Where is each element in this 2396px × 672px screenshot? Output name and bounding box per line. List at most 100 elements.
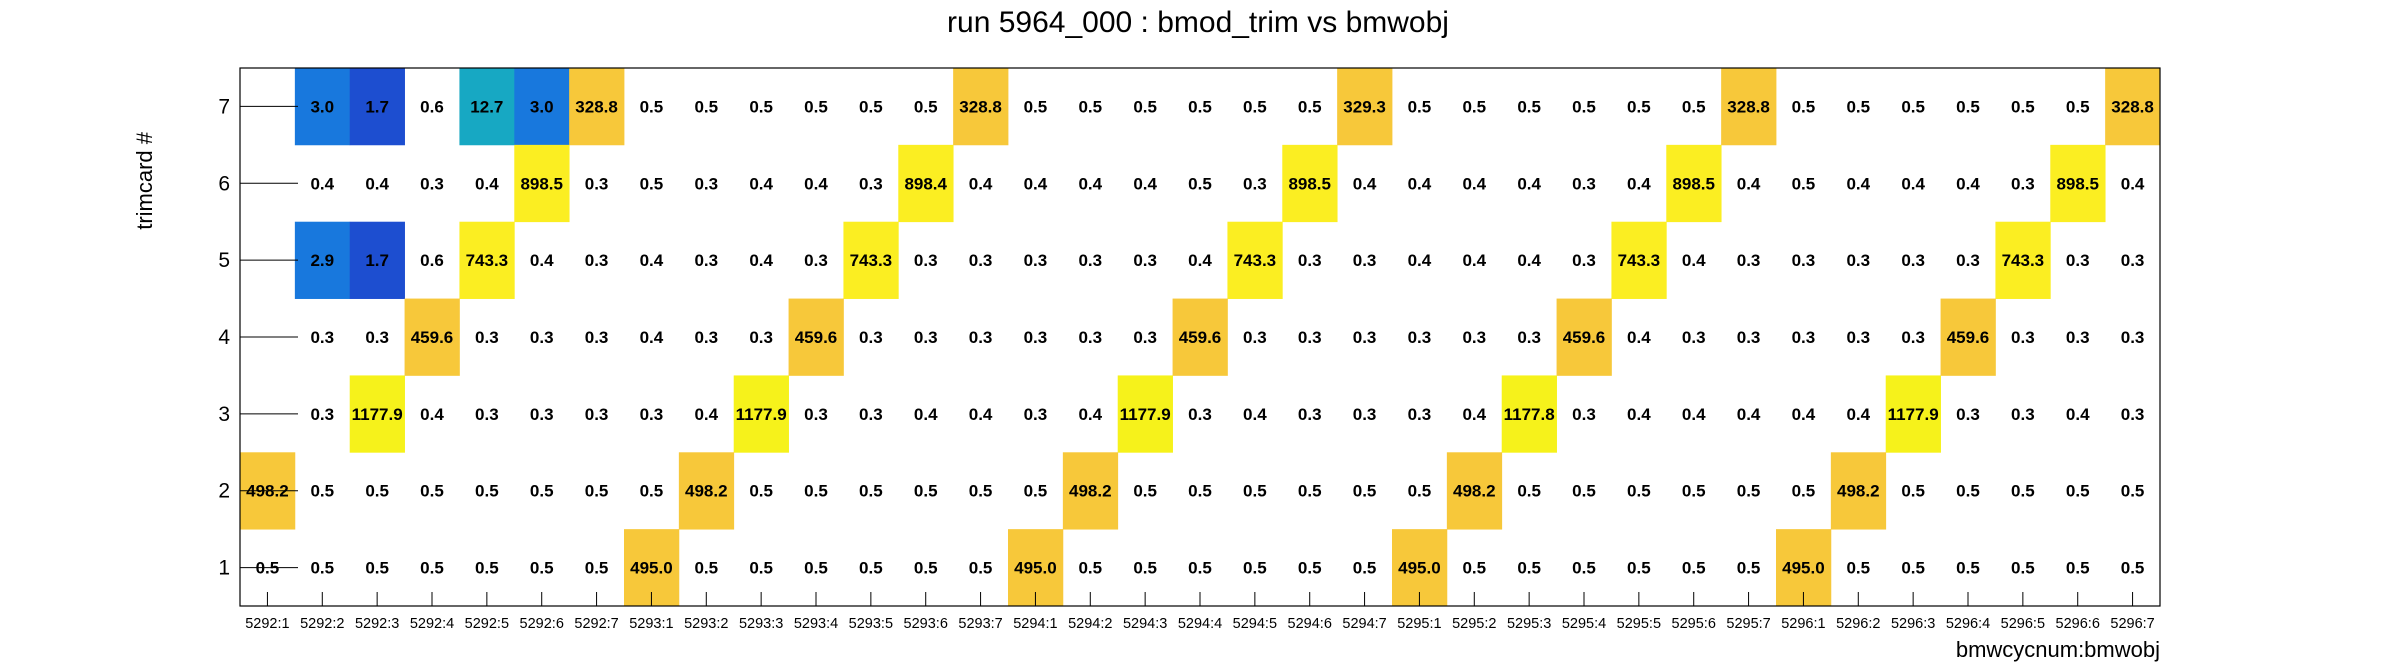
cell-value-label: 0.5: [365, 482, 389, 501]
cell-value-label: 328.8: [1727, 97, 1770, 116]
cell-value-label: 0.6: [420, 251, 444, 270]
cell-value-label: 898.5: [2056, 174, 2099, 193]
cell-value-label: 498.2: [685, 482, 728, 501]
cell-value-label: 1.7: [365, 251, 389, 270]
cell-value-label: 459.6: [411, 328, 454, 347]
cell-value-label: 495.0: [630, 559, 673, 578]
cell-value-label: 0.3: [1078, 328, 1102, 347]
x-tick-label: 5293:4: [794, 616, 838, 632]
cell-value-label: 0.5: [1682, 482, 1706, 501]
cell-value-label: 495.0: [1782, 559, 1825, 578]
y-tick-label: 3: [218, 403, 230, 426]
cell-value-label: 0.3: [749, 328, 773, 347]
cell-value-label: 0.3: [1517, 328, 1541, 347]
cell-value-label: 1177.8: [1504, 405, 1555, 424]
heatmap-cell: [1172, 298, 1228, 376]
cell-value-label: 0.4: [1133, 174, 1157, 193]
cell-value-label: 0.5: [530, 482, 554, 501]
cell-value-label: 0.3: [475, 328, 499, 347]
y-axis-title: trimcard #: [132, 131, 157, 230]
x-tick-label: 5294:1: [1013, 616, 1057, 632]
cell-value-label: 0.3: [804, 405, 828, 424]
cell-value-label: 743.3: [850, 251, 893, 270]
cell-value-label: 0.5: [1792, 482, 1816, 501]
cell-value-label: 0.5: [694, 97, 718, 116]
cell-value-label: 0.5: [1737, 559, 1761, 578]
y-tick-label: 1: [218, 557, 230, 580]
cell-value-label: 0.5: [1846, 559, 1870, 578]
cell-value-label: 0.3: [585, 174, 609, 193]
cell-value-label: 0.3: [420, 174, 444, 193]
cell-value-label: 0.3: [1792, 328, 1816, 347]
cell-value-label: 0.5: [1462, 97, 1486, 116]
cell-value-label: 0.3: [365, 328, 389, 347]
cell-value-label: 0.4: [1627, 174, 1651, 193]
x-tick-label: 5296:3: [1891, 616, 1935, 632]
cell-value-label: 1177.9: [1888, 405, 1939, 424]
cell-value-label: 0.3: [1353, 328, 1377, 347]
cell-value-label: 743.3: [1234, 251, 1277, 270]
cell-value-label: 328.8: [2111, 97, 2154, 116]
cell-value-label: 0.4: [2121, 174, 2145, 193]
heatmap-cell: [1666, 144, 1722, 223]
cell-value-label: 0.3: [1024, 251, 1048, 270]
cell-value-label: 0.5: [1956, 97, 1980, 116]
cell-value-label: 1177.9: [736, 405, 787, 424]
x-tick-label: 5296:1: [1781, 616, 1825, 632]
x-tick-label: 5292:4: [410, 616, 454, 632]
cell-value-label: 1177.9: [352, 405, 403, 424]
cell-value-label: 0.4: [530, 251, 554, 270]
heatmap-cell: [294, 221, 351, 299]
x-tick-label: 5293:2: [684, 616, 728, 632]
cell-value-label: 0.4: [1462, 174, 1486, 193]
cell-value-label: 0.3: [1298, 405, 1322, 424]
cell-value-label: 0.5: [1682, 559, 1706, 578]
cell-value-label: 0.4: [1682, 405, 1706, 424]
cell-value-label: 0.3: [1353, 405, 1377, 424]
cell-value-label: 743.3: [466, 251, 509, 270]
cell-value-label: 0.3: [585, 328, 609, 347]
heatmap-cell: [569, 68, 625, 146]
x-tick-label: 5294:6: [1288, 616, 1332, 632]
cell-value-label: 0.4: [1517, 174, 1541, 193]
heatmap-cell: [898, 144, 954, 223]
heatmap-cell: [788, 298, 844, 376]
x-tick-label: 5293:1: [629, 616, 673, 632]
x-tick-label: 5292:5: [465, 616, 509, 632]
cell-value-label: 0.5: [1243, 482, 1267, 501]
cell-value-label: 0.5: [365, 559, 389, 578]
cell-value-label: 0.3: [1901, 328, 1925, 347]
cell-value-label: 0.5: [1627, 559, 1651, 578]
cell-value-label: 0.5: [859, 482, 883, 501]
cell-value-label: 0.5: [1298, 482, 1322, 501]
cell-value-label: 0.5: [1188, 559, 1212, 578]
cell-value-label: 0.5: [2121, 559, 2145, 578]
cell-value-label: 0.3: [1572, 405, 1596, 424]
cell-value-label: 0.4: [310, 174, 334, 193]
cell-value-label: 0.5: [1024, 482, 1048, 501]
cell-value-label: 898.4: [904, 174, 947, 193]
heatmap-cell: [1830, 452, 1887, 530]
cell-value-label: 0.3: [2066, 251, 2090, 270]
x-tick-label: 5296:2: [1836, 616, 1880, 632]
cell-value-label: 0.3: [1462, 328, 1486, 347]
y-tick-label: 6: [218, 172, 230, 195]
cell-value-label: 0.3: [914, 328, 938, 347]
cell-value-label: 0.4: [1956, 174, 1980, 193]
cell-value-label: 898.5: [1288, 174, 1331, 193]
heatmap-cell: [514, 144, 570, 223]
cell-value-label: 0.4: [1792, 405, 1816, 424]
cell-value-label: 495.0: [1398, 559, 1441, 578]
x-tick-label: 5295:2: [1452, 616, 1496, 632]
cell-value-label: 0.3: [1956, 251, 1980, 270]
cell-value-label: 0.3: [1572, 174, 1596, 193]
cell-value-label: 0.3: [694, 174, 718, 193]
cell-value-label: 0.5: [1078, 559, 1102, 578]
x-tick-label: 5295:3: [1507, 616, 1551, 632]
cell-value-label: 0.5: [1901, 482, 1925, 501]
cell-value-label: 0.4: [1901, 174, 1925, 193]
cell-value-label: 329.3: [1343, 97, 1386, 116]
cell-value-label: 0.4: [1243, 405, 1267, 424]
cell-value-label: 328.8: [959, 97, 1002, 116]
x-tick-label: 5292:3: [355, 616, 399, 632]
